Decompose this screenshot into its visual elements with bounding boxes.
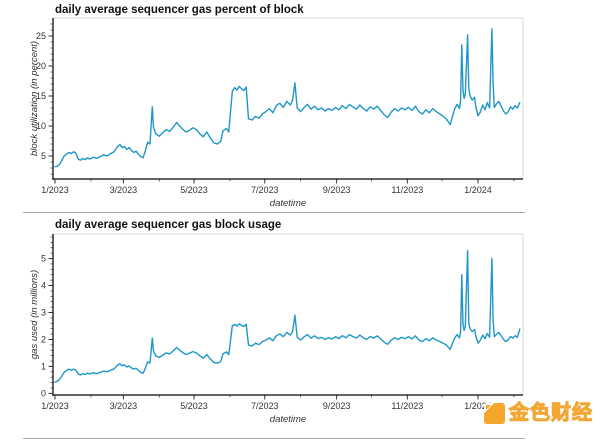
x-tick-label: 9/2023 xyxy=(323,401,351,411)
sequencer-gas-usage-chart: 0 1 2 3 4 5 1/2023 3/2023 5/2023 7/2023 9/2023 11/2… xyxy=(29,219,524,425)
y-tick-label: 1 xyxy=(41,361,46,371)
x-tick-label: 1/2023 xyxy=(41,185,69,195)
x-tick-label: 1/2023 xyxy=(41,401,69,411)
y-tick-label: 3 xyxy=(41,307,46,317)
chart-title: daily average sequencer gas block usage xyxy=(55,219,281,231)
x-tick-label: 5/2023 xyxy=(180,185,208,195)
y-tick-label: 0 xyxy=(41,388,46,398)
y-tick-label: 5 xyxy=(41,253,46,263)
x-tick-label: 7/2023 xyxy=(251,401,279,411)
x-tick-label: 1/2024 xyxy=(464,401,492,411)
golden-finance-logo-icon xyxy=(484,403,505,424)
watermark-text: 金色财经 xyxy=(509,402,593,424)
y-tick-label: 10 xyxy=(36,121,46,131)
x-tick-label: 7/2023 xyxy=(251,185,279,195)
x-axis-title: datetime xyxy=(270,198,306,209)
y-tick-label: 15 xyxy=(36,91,46,101)
sequencer-gas-usage-data-line xyxy=(54,249,521,383)
x-axis-title: datetime xyxy=(270,414,306,425)
x-tick-label: 1/2024 xyxy=(464,185,492,195)
x-tick-label: 3/2023 xyxy=(110,185,138,195)
y-tick-label: 2 xyxy=(41,334,46,344)
y-tick-label: 4 xyxy=(41,280,46,290)
card-divider-bottom xyxy=(23,438,525,439)
x-tick-label: 3/2023 xyxy=(110,401,138,411)
sequencer-gas-percent-chart: 5 10 15 20 25 1/2023 3/2023 5/2023 7/2023 9/2023 1… xyxy=(29,4,524,209)
x-tick-label: 5/2023 xyxy=(180,401,208,411)
y-tick-label: 25 xyxy=(36,31,46,41)
y-axis-title: block utilization (in percent) xyxy=(29,41,40,156)
y-tick-label: 20 xyxy=(36,61,46,71)
x-tick-label: 11/2023 xyxy=(391,401,423,411)
y-tick-label: 5 xyxy=(41,151,46,161)
watermark: 金色财经 xyxy=(484,402,593,424)
chart-title: daily average sequencer gas percent of b… xyxy=(55,4,304,16)
chart-card-gas-usage: 0 1 2 3 4 5 1/2023 3/2023 5/2023 7/2023 9/2023 11/2… xyxy=(0,214,600,438)
x-tick-label: 11/2023 xyxy=(391,185,423,195)
chart-card-block-utilization: 5 10 15 20 25 1/2023 3/2023 5/2023 7/2023 9/2023 1… xyxy=(0,0,600,213)
y-axis-title: gas used (in millions) xyxy=(29,270,40,359)
sequencer-gas-percent-data-line xyxy=(54,28,521,168)
card-divider xyxy=(23,212,525,213)
x-tick-label: 9/2023 xyxy=(323,185,351,195)
